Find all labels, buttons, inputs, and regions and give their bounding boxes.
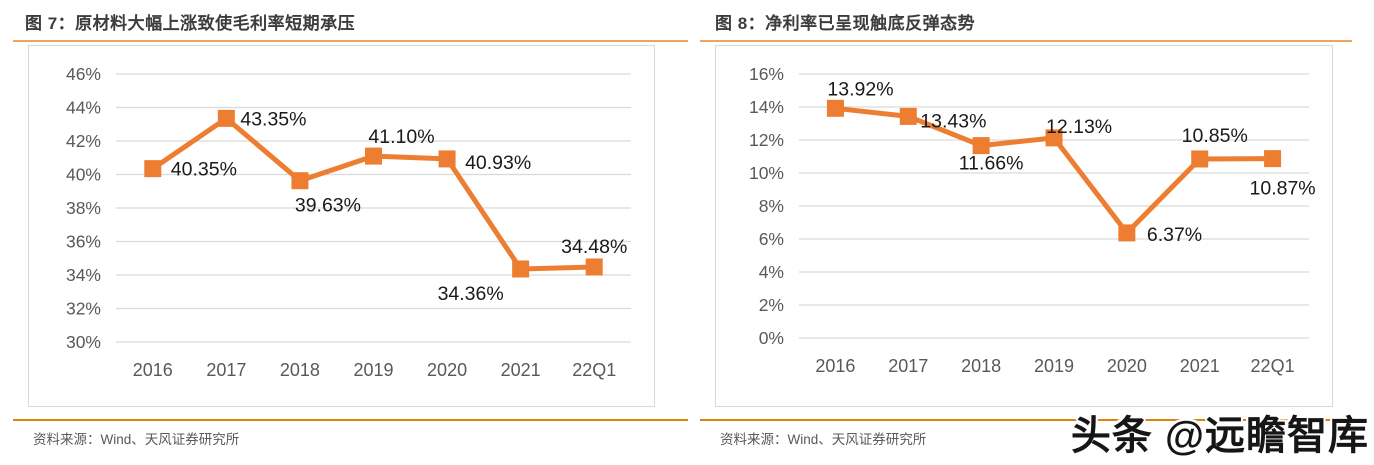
data-label: 10.85% (1182, 125, 1248, 147)
data-label: 41.10% (368, 126, 434, 148)
figure-8-title-underline (700, 40, 1352, 42)
data-point-marker (585, 258, 603, 276)
y-tick-label: 44% (66, 98, 101, 118)
data-point-marker (512, 260, 530, 278)
y-tick-label: 4% (759, 262, 784, 282)
data-point-marker (1191, 150, 1209, 168)
y-tick-label: 38% (66, 198, 101, 218)
y-tick-label: 16% (749, 64, 784, 84)
x-tick-label: 2019 (353, 360, 393, 380)
data-point-marker (365, 147, 382, 165)
x-tick-label: 22Q1 (1251, 356, 1295, 376)
y-tick-label: 14% (749, 97, 784, 117)
panel-gross-margin: 图 7：原材料大幅上涨致使毛利率短期承压 30% 32% 34% 36% 38% 40% 4… (13, 14, 688, 447)
y-tick-label: 6% (759, 229, 784, 249)
gross-margin-line-chart: 30% 32% 34% 36% 38% 40% 42% 44% 46% 2016 2017 2018 2… (66, 64, 631, 380)
data-point-marker (1264, 150, 1282, 168)
x-tick-label: 2021 (501, 360, 541, 380)
x-tick-label: 2019 (1034, 356, 1074, 376)
data-point-marker (217, 109, 235, 127)
x-tick-label: 22Q1 (572, 360, 616, 380)
y-tick-label: 10% (749, 163, 784, 183)
x-tick-label: 2016 (133, 360, 173, 380)
data-label: 11.66% (959, 153, 1024, 175)
data-point-marker (438, 150, 456, 168)
figure-7-title-underline (13, 40, 688, 42)
data-label: 13.43% (920, 110, 986, 132)
data-label: 43.35% (240, 108, 306, 130)
data-label: 40.93% (465, 152, 531, 174)
data-label: 12.13% (1046, 116, 1112, 138)
data-label: 10.87% (1250, 178, 1316, 200)
y-tick-label: 0% (759, 328, 784, 348)
toutiao-watermark: 头条 @远瞻智库 (1070, 414, 1369, 458)
x-tick-label: 2018 (961, 356, 1001, 376)
data-point-marker (144, 160, 162, 178)
data-label: 40.35% (171, 159, 237, 181)
figure-8-source: 资料来源：Wind、天风证券研究所 (720, 432, 927, 447)
data-point-marker (899, 107, 917, 125)
data-point-marker (826, 99, 844, 117)
figure-8-source-divider (700, 419, 1352, 421)
y-tick-label: 2% (759, 295, 784, 315)
data-point-marker (972, 137, 990, 155)
y-tick-label: 40% (66, 165, 101, 185)
figure-8-chart-frame: 0% 2% 4% 6% 8% 10% 12% 14% 16% 2016 2017 2018 2019 20… (715, 45, 1333, 407)
y-tick-label: 34% (66, 265, 101, 285)
data-point-marker (291, 172, 309, 190)
x-tick-label: 2016 (815, 356, 855, 376)
x-tick-label: 2021 (1180, 356, 1220, 376)
figure-7-source-divider (13, 419, 688, 421)
figure-7-title: 图 7：原材料大幅上涨致使毛利率短期承压 (25, 14, 356, 33)
x-tick-label: 2017 (206, 360, 246, 380)
data-label: 6.37% (1147, 224, 1202, 246)
x-tick-label: 2020 (427, 360, 467, 380)
y-tick-label: 46% (66, 64, 101, 84)
data-label: 13.92% (827, 78, 893, 100)
data-point-marker (1118, 224, 1136, 242)
net-margin-line-chart: 0% 2% 4% 6% 8% 10% 12% 14% 16% 2016 2017 2018 2019 20… (749, 64, 1316, 376)
panel-net-margin: 图 8：净利率已呈现触底反弹态势 0% 2% 4% 6% 8% 10% 12% 14% 16% 2… (690, 0, 1374, 465)
y-tick-label: 32% (66, 299, 101, 319)
x-tick-label: 2017 (888, 356, 928, 376)
y-tick-label: 36% (66, 232, 101, 252)
data-label: 39.63% (295, 195, 361, 217)
data-point-marker (1045, 129, 1063, 147)
figure-8-title: 图 8：净利率已呈现触底反弹态势 (715, 14, 976, 33)
figure-7-source: 资料来源：Wind、天风证券研究所 (33, 432, 240, 447)
y-tick-label: 12% (749, 130, 784, 150)
figure-7-chart-frame: 30% 32% 34% 36% 38% 40% 42% 44% 46% 2016 2017 2018 2… (28, 45, 655, 407)
y-tick-label: 8% (759, 196, 784, 216)
x-tick-label: 2018 (280, 360, 320, 380)
y-tick-label: 42% (66, 131, 101, 151)
x-tick-label: 2020 (1107, 356, 1147, 376)
y-tick-label: 30% (66, 332, 101, 352)
data-label: 34.48% (561, 236, 627, 258)
data-label: 34.36% (438, 283, 504, 305)
